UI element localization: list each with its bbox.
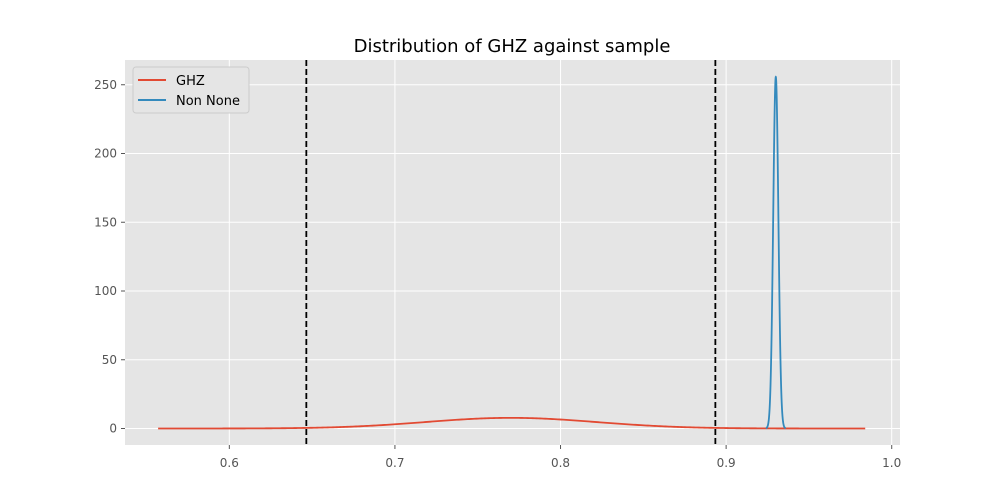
legend-box	[132, 66, 250, 114]
chart-title: Distribution of GHZ against sample	[354, 36, 671, 57]
y-tick-label: 0	[109, 422, 117, 436]
y-tick-label: 250	[94, 78, 117, 92]
x-tick-label: 1.0	[882, 456, 901, 470]
y-tick-label: 50	[102, 353, 117, 367]
series-line-ghz	[158, 416, 866, 430]
y-tick-label: 200	[94, 147, 117, 161]
series-lines	[158, 75, 866, 430]
threshold-lines	[305, 60, 717, 445]
legend-label-ghz: GHZ	[176, 74, 205, 89]
plot-area	[125, 60, 900, 445]
x-tick-label: 0.7	[385, 456, 404, 470]
x-tick-label: 0.8	[551, 456, 570, 470]
y-tick-label: 150	[94, 215, 117, 229]
axis-ticks: 0.6 0.7 0.8 0.9 1.0 0 50 100 150 200 250	[94, 78, 901, 470]
y-tick-label: 100	[94, 284, 117, 298]
legend: GHZ Non None	[132, 66, 250, 114]
x-tick-label: 0.6	[220, 456, 239, 470]
x-tick-label: 0.9	[717, 456, 736, 470]
legend-label-non-none: Non None	[176, 94, 240, 109]
series-line-non-none	[765, 75, 787, 430]
